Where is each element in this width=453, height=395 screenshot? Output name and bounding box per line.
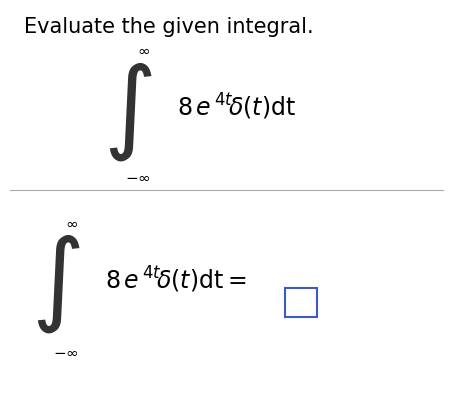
Text: $\infty$: $\infty$	[65, 216, 77, 231]
Text: Evaluate the given integral.: Evaluate the given integral.	[24, 17, 313, 37]
FancyBboxPatch shape	[285, 288, 317, 317]
Text: $\int$: $\int$	[31, 232, 80, 335]
Text: $-\infty$: $-\infty$	[53, 345, 79, 360]
Text: $\infty$: $\infty$	[137, 43, 149, 58]
Text: $8\,e^{\,4t}\!\delta(t)\mathrm{dt}$: $8\,e^{\,4t}\!\delta(t)\mathrm{dt}$	[177, 92, 296, 122]
Text: $8\,e^{\,4t}\!\delta(t)\mathrm{dt} =$: $8\,e^{\,4t}\!\delta(t)\mathrm{dt} =$	[105, 265, 246, 295]
Text: $\int$: $\int$	[103, 60, 152, 163]
Text: $-\infty$: $-\infty$	[125, 170, 151, 185]
